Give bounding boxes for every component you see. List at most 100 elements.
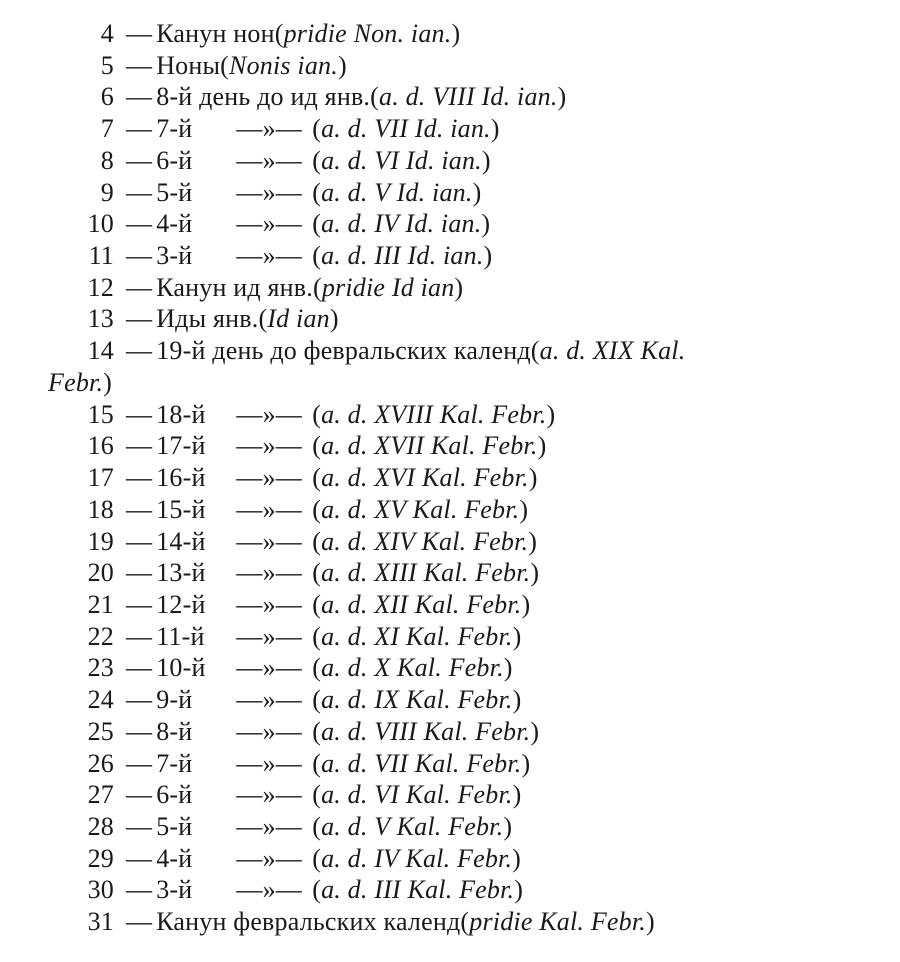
calendar-row: 31—Канун февральских календ (pridie Kal.… — [24, 906, 876, 938]
ditto-mark: —»— — [226, 177, 312, 209]
close-paren: ) — [484, 240, 493, 272]
open-paren: ( — [531, 335, 540, 367]
latin-name: a. d. VI Kal. Febr. — [321, 779, 513, 811]
calendar-row: 27—6-й —»— (a. d. VI Kal. Febr.) — [24, 779, 876, 811]
dash: — — [120, 811, 156, 843]
ordinal: 9-й — [156, 684, 226, 716]
ditto-mark: —»— — [226, 399, 312, 431]
dash: — — [120, 430, 156, 462]
dash: — — [120, 589, 156, 621]
latin-name: a. d. VIII Id. ian. — [379, 81, 558, 113]
ditto-mark: —»— — [226, 716, 312, 748]
ordinal: 7-й — [156, 748, 226, 780]
ordinal: 15-й — [156, 494, 226, 526]
ditto-mark: —»— — [226, 526, 312, 558]
open-paren: ( — [312, 652, 321, 684]
calendar-row: 14—19-й день до февральских календ (a. d… — [24, 335, 876, 367]
ordinal: 4-й — [156, 843, 226, 875]
calendar-row: 12—Канун ид янв. (pridie Id ian) — [24, 272, 876, 304]
dash: — — [120, 303, 156, 335]
day-number: 14 — [24, 335, 120, 367]
day-number: 7 — [24, 113, 120, 145]
open-paren: ( — [460, 906, 469, 938]
ditto-mark: —»— — [226, 652, 312, 684]
latin-name: Nonis ian. — [229, 50, 338, 82]
latin-name: a. d. VII Id. ian. — [321, 113, 491, 145]
ordinal: 3-й — [156, 240, 226, 272]
calendar-row: 16—17-й —»— (a. d. XVII Kal. Febr.) — [24, 430, 876, 462]
day-number: 24 — [24, 684, 120, 716]
ditto-mark: —»— — [226, 589, 312, 621]
ditto-mark: —»— — [226, 145, 312, 177]
day-number: 29 — [24, 843, 120, 875]
close-paren: ) — [529, 462, 538, 494]
dash: — — [120, 335, 156, 367]
open-paren: ( — [370, 81, 379, 113]
latin-name: pridie Non. ian. — [284, 18, 452, 50]
calendar-row: 19—14-й —»— (a. d. XIV Kal. Febr.) — [24, 526, 876, 558]
open-paren: ( — [312, 113, 321, 145]
calendar-row: 29—4-й —»— (a. d. IV Kal. Febr.) — [24, 843, 876, 875]
latin-name: a. d. XII Kal. Febr. — [321, 589, 521, 621]
dash: — — [120, 874, 156, 906]
calendar-row: 9—5-й —»— (a. d. V Id. ian.) — [24, 177, 876, 209]
close-paren: ) — [521, 748, 530, 780]
calendar-row: 25—8-й —»— (a. d. VIII Kal. Febr.) — [24, 716, 876, 748]
open-paren: ( — [312, 748, 321, 780]
open-paren: ( — [312, 240, 321, 272]
ordinal: 5-й — [156, 177, 226, 209]
open-paren: ( — [312, 430, 321, 462]
open-paren: ( — [312, 145, 321, 177]
open-paren: ( — [312, 494, 321, 526]
latin-name: a. d. IX Kal. Febr. — [321, 684, 513, 716]
open-paren: ( — [312, 399, 321, 431]
latin-name: a. d. III Id. ian. — [321, 240, 483, 272]
open-paren: ( — [313, 272, 322, 304]
dash: — — [120, 81, 156, 113]
close-paren: ) — [503, 811, 512, 843]
day-number: 8 — [24, 145, 120, 177]
close-paren: ) — [513, 621, 522, 653]
calendar-row: 26—7-й —»— (a. d. VII Kal. Febr.) — [24, 748, 876, 780]
dash: — — [120, 462, 156, 494]
calendar-row: 11—3-й —»— (a. d. III Id. ian.) — [24, 240, 876, 272]
latin-name-continuation: Febr. — [48, 367, 103, 399]
day-number: 20 — [24, 557, 120, 589]
close-paren: ) — [558, 81, 567, 113]
ordinal: 12-й — [156, 589, 226, 621]
ordinal: 7-й — [156, 113, 226, 145]
latin-name: Id ian — [267, 303, 330, 335]
close-paren: ) — [530, 557, 539, 589]
day-number: 25 — [24, 716, 120, 748]
russian-name: Канун ид янв. — [156, 272, 313, 304]
latin-name: a. d. VI Id. ian. — [321, 145, 482, 177]
ditto-mark: —»— — [226, 684, 312, 716]
dash: — — [120, 272, 156, 304]
calendar-list: 4—Канун нон (pridie Non. ian.)5—Ноны (No… — [0, 0, 900, 962]
close-paren: ) — [546, 399, 555, 431]
close-paren: ) — [481, 208, 490, 240]
latin-name: pridie Id ian — [322, 272, 455, 304]
day-number: 30 — [24, 874, 120, 906]
latin-name: a. d. V Kal. Febr. — [321, 811, 503, 843]
ditto-mark: —»— — [226, 430, 312, 462]
ditto-mark: —»— — [226, 779, 312, 811]
open-paren: ( — [312, 811, 321, 843]
open-paren: ( — [312, 208, 321, 240]
day-number: 4 — [24, 18, 120, 50]
ordinal: 6-й — [156, 779, 226, 811]
calendar-row: 23—10-й —»— (a. d. X Kal. Febr.) — [24, 652, 876, 684]
open-paren: ( — [312, 716, 321, 748]
latin-name: a. d. V Id. ian. — [321, 177, 473, 209]
close-paren: ) — [521, 589, 530, 621]
russian-name: Ноны — [156, 50, 220, 82]
latin-name: a. d. XV Kal. Febr. — [321, 494, 519, 526]
open-paren: ( — [312, 779, 321, 811]
day-number: 13 — [24, 303, 120, 335]
day-number: 10 — [24, 208, 120, 240]
ordinal: 18-й — [156, 399, 226, 431]
calendar-row: 20—13-й —»— (a. d. XIII Kal. Febr.) — [24, 557, 876, 589]
open-paren: ( — [312, 621, 321, 653]
open-paren: ( — [312, 843, 321, 875]
latin-name: a. d. XVII Kal. Febr. — [321, 430, 538, 462]
